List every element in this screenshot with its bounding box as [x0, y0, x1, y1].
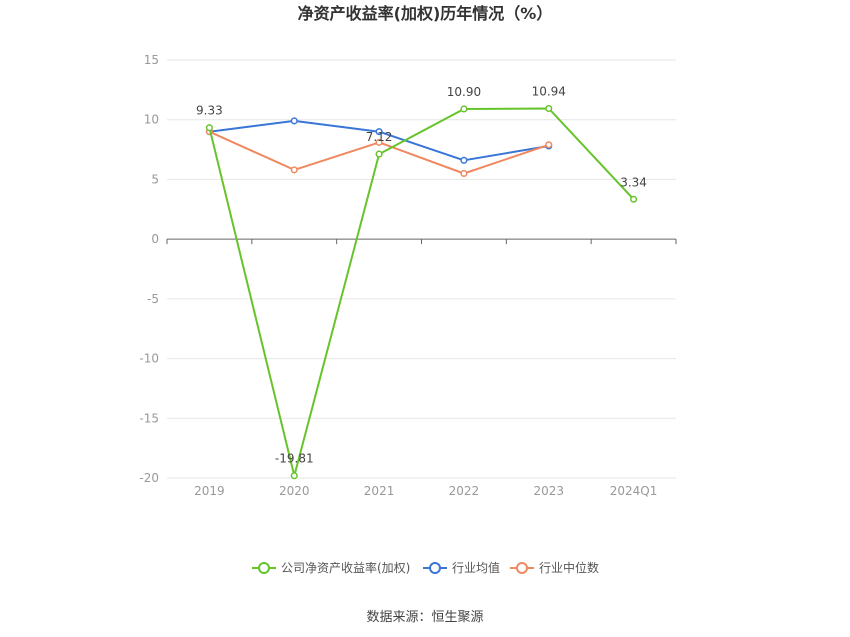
data-point-0: [205, 124, 213, 132]
data-source: 数据来源：恒生聚源: [366, 610, 483, 625]
data-point-0: [630, 195, 638, 203]
data-point-0: [290, 472, 298, 480]
data-label: 10.94: [532, 84, 566, 98]
legend-marker-2: [516, 562, 528, 574]
x-tick-label: 2019: [194, 484, 225, 498]
legend-label: 行业中位数: [539, 560, 599, 575]
legend-label: 行业均值: [452, 560, 500, 575]
data-point-2: [290, 166, 298, 174]
data-label: 3.34: [620, 175, 647, 189]
y-tick-label: 0: [151, 232, 159, 246]
x-tick-label: 2020: [279, 484, 310, 498]
data-label: -19.81: [275, 452, 314, 466]
data-point-0: [375, 150, 383, 158]
y-tick-label: 10: [144, 113, 159, 127]
data-point-1: [460, 156, 468, 164]
legend: 公司净资产收益率(加权) 行业均值 行业中位数: [252, 560, 599, 575]
series-line-0: [208, 107, 635, 477]
x-tick-label: 2023: [533, 484, 564, 498]
legend-marker-1: [429, 562, 441, 574]
series-lines: [205, 104, 638, 480]
data-point-0: [545, 104, 553, 113]
data-point-2: [460, 169, 468, 178]
data-point-2: [545, 141, 553, 149]
data-label: 7.12: [366, 130, 393, 144]
data-label: 9.33: [196, 104, 223, 118]
data-point-1: [290, 117, 298, 125]
data-point-2: [375, 138, 383, 146]
y-tick-label: 5: [151, 172, 159, 186]
x-tick-label: 2021: [364, 484, 395, 498]
x-tick-label: 2024Q1: [610, 484, 658, 498]
legend-marker-0: [258, 562, 270, 574]
chart-title: 净资产收益率(加权)历年情况（%）: [298, 4, 553, 23]
data-point-1: [375, 128, 383, 136]
x-tick-label: 2022: [449, 484, 480, 498]
y-tick-label: 15: [144, 53, 159, 67]
data-labels: 9.33 -19.81 7.12 10.90 10.94 3.34: [196, 84, 647, 465]
y-tick-label: -20: [139, 471, 159, 485]
data-point-0: [460, 105, 468, 113]
legend-label: 公司净资产收益率(加权): [281, 560, 410, 575]
y-tick-label: -10: [139, 352, 159, 366]
data-label: 10.90: [447, 85, 481, 99]
y-tick-label: -5: [147, 292, 159, 306]
y-tick-label: -15: [139, 411, 159, 425]
axes: 15 10 5 0 -5 -10 -15 -20 2019 2020 2021 2022 2023 202…: [139, 53, 677, 498]
